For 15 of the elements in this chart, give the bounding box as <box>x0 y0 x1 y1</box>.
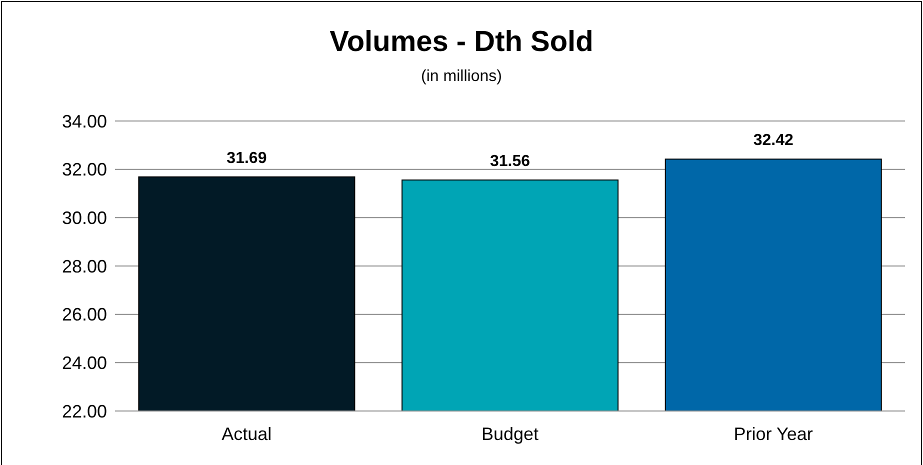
y-tick-label: 22.00 <box>62 401 107 422</box>
y-tick-label: 30.00 <box>62 208 107 228</box>
data-label: 31.56 <box>490 152 530 170</box>
chart-title: Volumes - Dth Sold <box>328 26 594 59</box>
y-tick-label: 32.00 <box>62 160 107 180</box>
data-label: 32.42 <box>753 132 794 150</box>
x-tick-label: Actual <box>222 424 272 444</box>
y-tick-label: 34.00 <box>62 111 107 132</box>
x-tick-label: Prior Year <box>734 424 813 444</box>
x-tick-label: Budget <box>481 424 539 444</box>
y-tick-label: 24.00 <box>62 353 107 374</box>
y-tick-label: 28.00 <box>62 256 107 276</box>
chart-subtitle: (in millions) <box>420 68 503 86</box>
y-tick-label: 26.00 <box>62 304 107 325</box>
data-label: 31.69 <box>226 150 267 167</box>
